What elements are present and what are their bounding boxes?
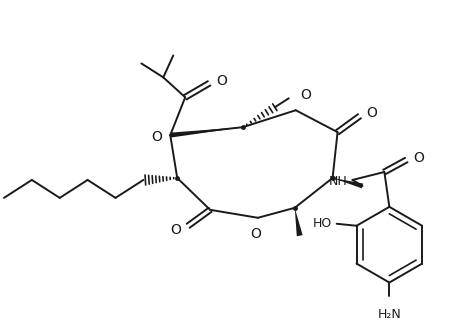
Text: O: O bbox=[413, 151, 424, 165]
Polygon shape bbox=[333, 178, 363, 188]
Polygon shape bbox=[170, 127, 243, 138]
Text: O: O bbox=[170, 223, 181, 237]
Text: HO: HO bbox=[312, 217, 332, 230]
Text: O: O bbox=[301, 88, 311, 102]
Text: O: O bbox=[250, 227, 262, 241]
Text: O: O bbox=[151, 130, 163, 144]
Text: O: O bbox=[216, 74, 227, 89]
Polygon shape bbox=[295, 208, 303, 236]
Text: NH: NH bbox=[329, 175, 347, 188]
Text: H₂N: H₂N bbox=[377, 308, 401, 321]
Text: O: O bbox=[367, 106, 377, 120]
